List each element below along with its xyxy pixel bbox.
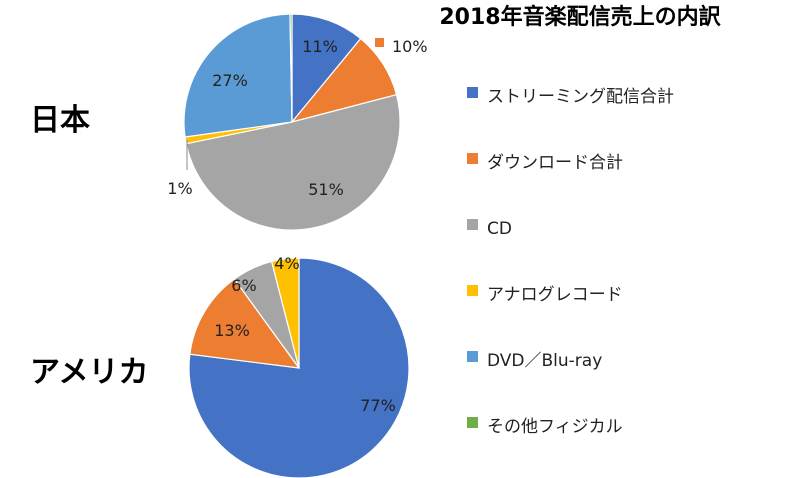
usa-data-label-3: 4%: [274, 254, 299, 273]
japan-slice-5: [289, 13, 293, 123]
series-label-usa: アメリカ: [30, 355, 149, 390]
legend-swatch-1: [467, 153, 478, 164]
legend-swatch-5: [467, 417, 478, 428]
legend-swatch-3: [467, 285, 478, 296]
japan-data-label-3: 1%: [167, 179, 192, 198]
japan-label-marker-1: [375, 38, 384, 47]
usa-data-label-1: 13%: [214, 321, 250, 340]
pie-usa: 77% 13% 6% 4%: [188, 254, 410, 478]
japan-data-label-1: 10%: [392, 37, 428, 56]
japan-data-label-2: 51%: [308, 180, 344, 199]
japan-data-label-0: 11%: [302, 37, 338, 56]
legend-swatch-4: [467, 351, 478, 362]
pie-japan: 11% 10% 51% 1% 27%: [167, 13, 428, 231]
legend-swatch-2: [467, 219, 478, 230]
usa-slice-3: [270, 257, 300, 369]
japan-slice-0: [291, 13, 362, 124]
usa-data-label-2: 6%: [231, 276, 256, 295]
legend-entry-1: ダウンロード合計: [487, 153, 623, 173]
legend-entry-0: ストリーミング配信合計: [487, 87, 674, 107]
legend-swatch-0: [467, 87, 478, 98]
usa-slice-1: [189, 278, 301, 369]
legend-entry-2: CD: [487, 219, 512, 239]
usa-data-label-0: 77%: [360, 396, 396, 415]
series-label-japan: 日本: [30, 103, 90, 138]
japan-data-label-4: 27%: [212, 71, 248, 90]
chart-title: 2018年音楽配信売上の内訳: [439, 4, 721, 30]
japan-slice-4: [183, 13, 293, 138]
legend-entry-5: その他フィジカル: [487, 417, 623, 437]
legend-entry-3: アナログレコード: [487, 285, 623, 305]
legend-entry-4: DVD／Blu-ray: [487, 351, 602, 371]
japan-slice-2: [185, 93, 401, 231]
